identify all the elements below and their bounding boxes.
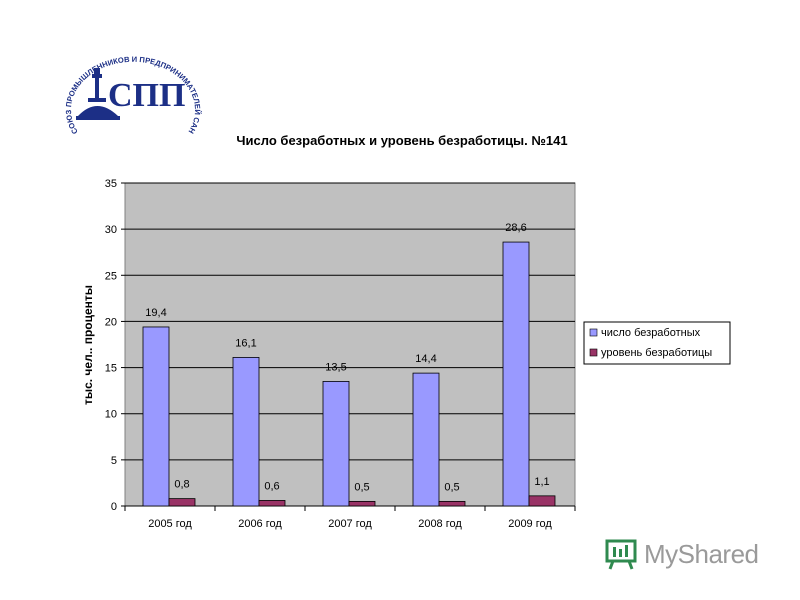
plot-area — [124, 182, 576, 507]
y-tick-label: 35 — [105, 178, 117, 190]
bar-unemployed — [502, 241, 530, 507]
y-tick-label: 25 — [105, 270, 117, 282]
watermark-text: MyShared — [644, 538, 759, 569]
data-label: 28,6 — [505, 222, 526, 234]
legend-swatch-unemployed — [589, 328, 598, 337]
bar-unemployed — [142, 326, 170, 507]
bar-unemployment-rate — [168, 498, 196, 507]
data-label: 19,4 — [145, 307, 166, 319]
myshared-watermark: MyShared — [604, 534, 774, 574]
bar-unemployed — [322, 381, 350, 507]
data-label: 14,4 — [415, 353, 436, 365]
spp-logo: СОЮЗ ПРОМЫШЛЕННИКОВ И ПРЕДПРИНИМАТЕЛЕЙ С… — [48, 36, 203, 140]
x-tick-label: 2009 год — [508, 518, 552, 530]
data-label: 0,5 — [354, 481, 369, 493]
bar-unemployed — [232, 357, 260, 507]
data-label: 0,6 — [264, 480, 279, 492]
y-tick-label: 10 — [105, 409, 117, 421]
y-tick-label: 15 — [105, 363, 117, 375]
bar-unemployment-rate — [438, 500, 466, 507]
bar-unemployment-rate — [258, 500, 286, 507]
data-label: 16,1 — [235, 337, 256, 349]
y-tick-label: 30 — [105, 224, 117, 236]
x-tick-label: 2008 год — [418, 518, 462, 530]
y-axis-label: тыс. чел.. проценты — [81, 285, 95, 405]
legend-swatch-rate — [589, 348, 598, 357]
data-label: 1,1 — [534, 476, 549, 488]
y-tick-label: 0 — [111, 501, 117, 513]
chart-title: Число безработных и уровень безработицы.… — [236, 133, 567, 148]
y-tick-label: 20 — [105, 316, 117, 328]
presentation-icon — [605, 539, 637, 570]
bar-unemployed — [412, 372, 440, 507]
legend-label-unemployed: число безработных — [601, 327, 701, 339]
x-tick-label: 2007 год — [328, 518, 372, 530]
x-tick-label: 2006 год — [238, 518, 282, 530]
legend: число безработных уровень безработицы — [583, 321, 731, 365]
data-label: 0,8 — [174, 479, 189, 491]
data-label: 13,5 — [325, 361, 346, 373]
svg-text:СПП: СПП — [108, 77, 185, 114]
y-tick-label: 5 — [111, 455, 117, 467]
x-tick-label: 2005 год — [148, 518, 192, 530]
bar-unemployment-rate — [348, 500, 376, 507]
bar-unemployment-rate — [528, 495, 556, 507]
data-label: 0,5 — [444, 481, 459, 493]
legend-label-rate: уровень безработицы — [601, 347, 712, 359]
